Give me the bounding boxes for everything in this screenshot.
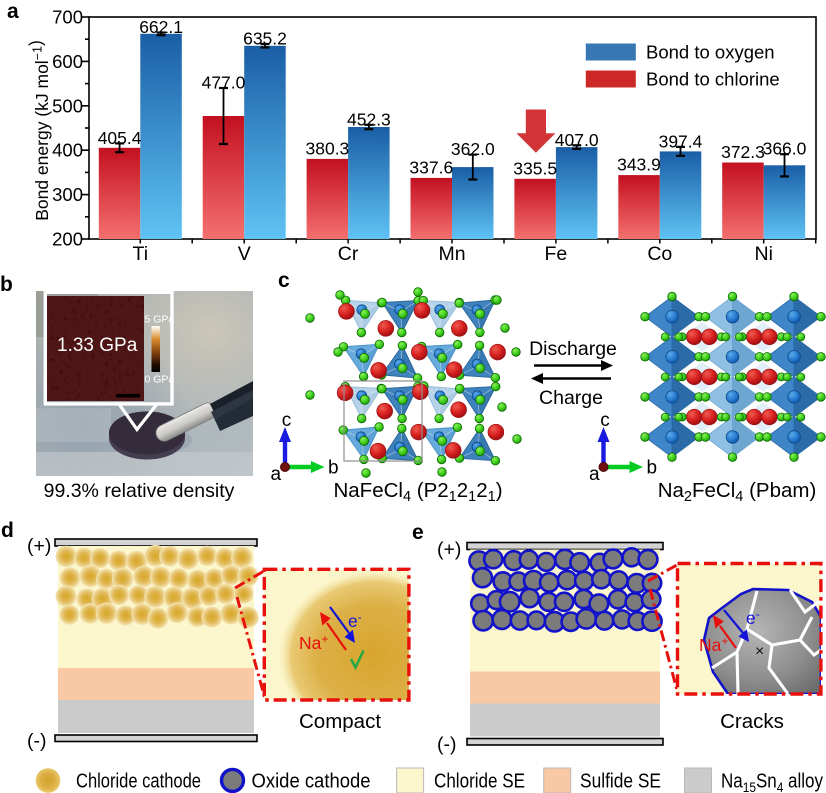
svg-text:200: 200 bbox=[52, 229, 83, 250]
svg-text:Ni: Ni bbox=[754, 243, 772, 265]
svg-text:Chloride SE: Chloride SE bbox=[434, 771, 525, 793]
svg-text:Charge: Charge bbox=[539, 387, 603, 409]
svg-text:a: a bbox=[7, 0, 19, 23]
svg-text:335.5: 335.5 bbox=[513, 158, 557, 178]
svg-text:372.3: 372.3 bbox=[721, 142, 765, 162]
svg-text:405.4: 405.4 bbox=[98, 128, 142, 148]
svg-text:300: 300 bbox=[52, 184, 83, 205]
svg-text:Ti: Ti bbox=[133, 243, 149, 265]
svg-text:500: 500 bbox=[52, 95, 83, 116]
svg-text:600: 600 bbox=[52, 51, 83, 72]
svg-text:c: c bbox=[600, 410, 610, 431]
svg-text:Chloride cathode: Chloride cathode bbox=[76, 771, 201, 793]
svg-text:Na2FeCl4 (Pbam): Na2FeCl4 (Pbam) bbox=[658, 479, 817, 505]
svg-text:e: e bbox=[412, 521, 424, 544]
svg-text:NaFeCl4 (P212121): NaFeCl4 (P212121) bbox=[333, 479, 502, 505]
svg-text:Na+: Na+ bbox=[299, 632, 328, 653]
svg-text:Bond to oxygen: Bond to oxygen bbox=[646, 42, 775, 63]
svg-text:337.6: 337.6 bbox=[409, 157, 453, 177]
svg-text:397.4: 397.4 bbox=[659, 131, 703, 151]
svg-text:Sulfide SE: Sulfide SE bbox=[580, 771, 661, 793]
svg-text:a: a bbox=[271, 464, 282, 485]
svg-text:Na15Sn4 alloy: Na15Sn4 alloy bbox=[721, 771, 823, 793]
svg-text:0 GPa: 0 GPa bbox=[145, 374, 175, 386]
svg-text:c: c bbox=[278, 270, 290, 292]
svg-text:700: 700 bbox=[52, 7, 83, 28]
svg-text:400: 400 bbox=[52, 140, 83, 161]
svg-text:a: a bbox=[589, 464, 600, 485]
svg-text:343.9: 343.9 bbox=[617, 155, 661, 175]
svg-text:b: b bbox=[647, 458, 658, 479]
svg-text:Oxide cathode: Oxide cathode bbox=[252, 771, 371, 793]
svg-text:×: × bbox=[755, 643, 764, 660]
svg-text:b: b bbox=[0, 273, 13, 296]
svg-text:452.3: 452.3 bbox=[347, 109, 391, 129]
svg-text:5 GPa: 5 GPa bbox=[145, 314, 175, 326]
svg-text:99.3% relative density: 99.3% relative density bbox=[44, 480, 235, 502]
svg-text:1.33 GPa: 1.33 GPa bbox=[57, 335, 138, 356]
svg-text:b: b bbox=[328, 458, 339, 479]
svg-text:(+): (+) bbox=[27, 535, 51, 557]
svg-text:635.2: 635.2 bbox=[243, 29, 287, 49]
svg-text:Na+: Na+ bbox=[699, 634, 728, 655]
svg-text:V: V bbox=[238, 243, 251, 265]
svg-text:Bond energy (kJ mol−1): Bond energy (kJ mol−1) bbox=[26, 40, 53, 221]
svg-text:(-): (-) bbox=[437, 734, 456, 756]
svg-text:Cracks: Cracks bbox=[720, 710, 784, 733]
svg-text:477.0: 477.0 bbox=[202, 73, 246, 93]
svg-text:380.3: 380.3 bbox=[306, 138, 350, 158]
svg-text:Cr: Cr bbox=[338, 243, 359, 265]
svg-text:366.0: 366.0 bbox=[763, 139, 807, 159]
svg-text:407.0: 407.0 bbox=[555, 130, 599, 150]
svg-text:Co: Co bbox=[647, 243, 672, 265]
svg-text:362.0: 362.0 bbox=[451, 139, 495, 159]
svg-text:Fe: Fe bbox=[545, 243, 568, 265]
svg-text:Bond to chlorine: Bond to chlorine bbox=[646, 69, 780, 90]
svg-text:Mn: Mn bbox=[438, 243, 465, 265]
svg-text:c: c bbox=[282, 410, 292, 431]
svg-text:d: d bbox=[1, 519, 14, 542]
svg-text:(+): (+) bbox=[437, 539, 461, 561]
svg-text:(-): (-) bbox=[27, 730, 46, 752]
svg-text:Compact: Compact bbox=[299, 710, 381, 733]
svg-text:Discharge: Discharge bbox=[529, 338, 617, 360]
svg-text:662.1: 662.1 bbox=[139, 17, 183, 37]
